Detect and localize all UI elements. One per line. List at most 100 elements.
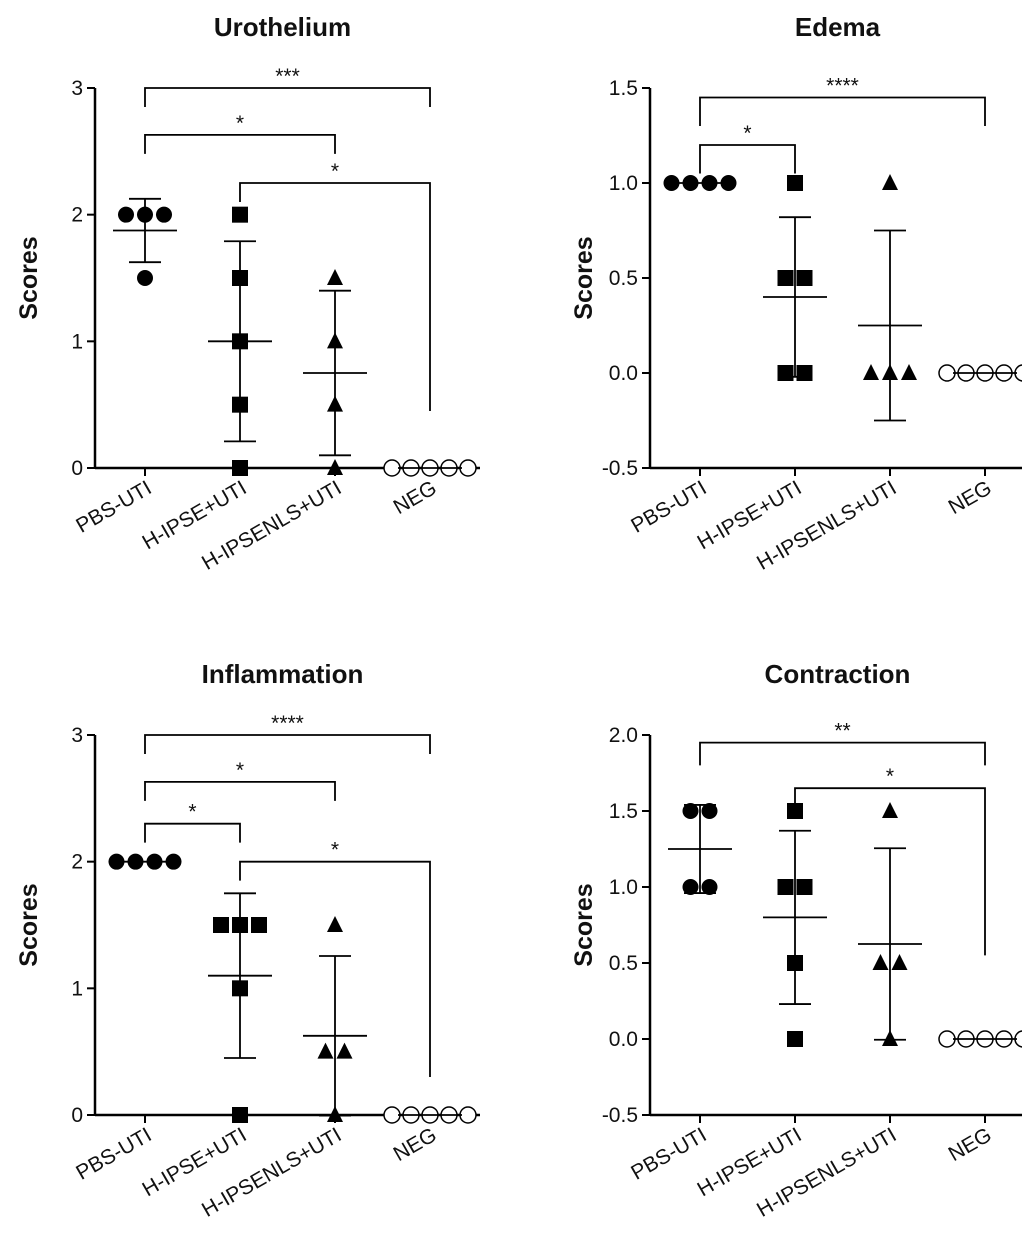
point: [232, 460, 248, 476]
y-tick-label: 3: [71, 724, 83, 747]
point: [938, 364, 956, 382]
x-tick-label: NEG: [945, 476, 996, 519]
significance-bracket: [699, 144, 796, 174]
point: [383, 1106, 401, 1124]
significance-bracket: [794, 787, 986, 956]
x-tick-label: NEG: [390, 1123, 441, 1166]
significance-label: *: [236, 759, 244, 782]
y-tick-label: 0.5: [609, 267, 638, 290]
point: [232, 1107, 248, 1123]
y-tick-label: 2: [71, 851, 83, 874]
y-tick-label: 1.0: [609, 172, 638, 195]
x-tick-label: PBS-UTI: [72, 476, 155, 537]
y-tick-label: 1: [71, 330, 83, 353]
significance-label: *: [331, 839, 339, 862]
y-tick-label: 1: [71, 977, 83, 1000]
significance-label: *: [886, 765, 894, 788]
significance-label: ****: [826, 75, 859, 98]
x-tick-label: PBS-UTI: [72, 1123, 155, 1184]
point: [213, 917, 229, 933]
y-tick-label: 1.5: [609, 800, 638, 823]
panel: InflammationScores0123PBS-UTIH-IPSE+UTIH…: [15, 659, 480, 1222]
point: [327, 269, 343, 285]
point: [882, 174, 898, 190]
point: [459, 459, 477, 477]
point: [137, 270, 153, 286]
y-axis-label: Scores: [570, 883, 598, 966]
point: [882, 802, 898, 818]
significance-label: *: [331, 160, 339, 183]
error-bar: [779, 829, 811, 1005]
point: [863, 364, 879, 380]
significance-bracket: [144, 87, 431, 107]
y-axis-label: Scores: [570, 236, 598, 319]
panel: UrotheliumScores0123PBS-UTIH-IPSE+UTIH-I…: [15, 12, 480, 575]
point: [777, 365, 794, 381]
point: [796, 365, 813, 381]
significance-label: *: [743, 122, 751, 145]
y-tick-label: 0: [71, 457, 83, 480]
error-bar: [874, 847, 906, 1041]
panel: Contraction Scores -0.5 0.0 0.5 1.0 1.5 2.0 PBS-…: [570, 659, 1022, 1222]
point: [682, 803, 699, 819]
error-bar: [874, 229, 906, 422]
point: [796, 879, 813, 895]
point: [251, 917, 267, 933]
point: [796, 270, 813, 286]
point: [872, 954, 889, 970]
significance-label: ****: [271, 712, 304, 735]
chart-title: Edema: [795, 12, 881, 42]
y-tick-label: 1.0: [609, 876, 638, 899]
significance-bracket: [699, 96, 986, 126]
point: [938, 1030, 956, 1048]
point: [777, 879, 794, 895]
y-tick-label: 0.0: [609, 1028, 638, 1051]
significance-bracket: [699, 741, 986, 766]
error-bar: [129, 197, 161, 264]
significance-bracket: [144, 822, 241, 843]
point: [336, 1042, 353, 1059]
y-axis-label: Scores: [15, 883, 43, 966]
y-tick-label: -0.5: [602, 457, 638, 480]
error-bar: [779, 216, 811, 378]
point: [777, 270, 794, 286]
chart-title: Urothelium: [214, 12, 351, 42]
y-tick-label: 0.0: [609, 362, 638, 385]
y-tick-label: 0.5: [609, 952, 638, 975]
error-bar: [319, 955, 351, 1117]
panel: EdemaScores-0.50.00.51.01.5PBS-UTIH-IPSE…: [570, 12, 1022, 575]
x-tick-label: PBS-UTI: [627, 1123, 710, 1184]
point: [156, 206, 172, 223]
significance-bracket: [144, 734, 431, 754]
point: [787, 1031, 803, 1047]
point: [701, 879, 718, 895]
y-axis-label: Scores: [15, 236, 43, 319]
point: [701, 803, 718, 819]
point: [118, 206, 134, 223]
y-tick-label: 2.0: [609, 724, 638, 747]
chart-title: Inflammation: [202, 659, 364, 689]
point: [383, 459, 401, 477]
error-bar: [319, 289, 351, 457]
significance-bracket: [239, 182, 431, 411]
x-tick-label: NEG: [945, 1123, 996, 1166]
significance-label: ***: [275, 65, 300, 88]
point: [901, 364, 917, 380]
x-tick-label: PBS-UTI: [627, 476, 710, 537]
significance-bracket: [239, 860, 431, 1077]
error-bar: [684, 804, 716, 894]
point: [787, 175, 803, 191]
significance-label: *: [188, 801, 196, 824]
significance-label: **: [834, 720, 850, 743]
y-tick-label: -0.5: [602, 1104, 638, 1127]
point: [682, 879, 699, 895]
error-bar: [224, 892, 256, 1059]
y-tick-label: 1.5: [609, 77, 638, 100]
y-tick-label: 0: [71, 1104, 83, 1127]
point: [459, 1106, 477, 1124]
significance-bracket: [144, 133, 336, 154]
point: [327, 459, 343, 475]
chart-title: Contraction: [765, 659, 911, 689]
point: [327, 916, 343, 932]
